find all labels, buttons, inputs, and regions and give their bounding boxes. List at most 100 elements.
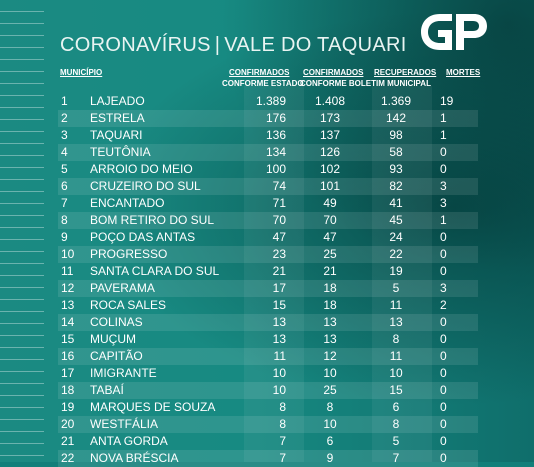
recuperados-cell: 8	[392, 332, 400, 346]
recuperados-cell: 10	[389, 366, 403, 380]
confirmados-estado-cell: 74	[272, 179, 286, 193]
rank-cell: 18	[61, 383, 75, 397]
mortes-cell: 0	[440, 230, 447, 244]
confirmados-estado-cell: 21	[272, 264, 286, 278]
confirmados-estado-cell: 47	[272, 230, 286, 244]
mortes-cell: 1	[440, 111, 447, 125]
municipio-cell: SANTA CLARA DO SUL	[90, 264, 220, 278]
rank-cell: 8	[61, 213, 68, 227]
confirmados-estado-cell: 15	[272, 298, 286, 312]
confirmados-boletim-cell: 10	[323, 366, 337, 380]
rank-cell: 14	[61, 315, 75, 329]
confirmados-boletim-cell: 12	[323, 349, 337, 363]
table-row: 11 SANTA CLARA DO SUL 21 21 19 0	[58, 263, 478, 280]
mortes-cell: 0	[440, 315, 447, 329]
header-mortes: MORTES	[446, 68, 481, 77]
mortes-cell: 0	[440, 247, 447, 261]
confirmados-boletim-cell: 10	[323, 417, 337, 431]
municipio-cell: PAVERAMA	[90, 281, 155, 295]
confirmados-boletim-cell: 18	[323, 281, 337, 295]
confirmados-estado-cell: 11	[273, 349, 286, 363]
confirmados-boletim-cell: 137	[319, 128, 341, 142]
confirmados-boletim-cell: 13	[323, 315, 337, 329]
rank-cell: 19	[61, 400, 75, 414]
municipio-cell: MUÇUM	[90, 332, 136, 346]
column-band-confirmados	[244, 86, 304, 462]
rank-cell: 15	[61, 332, 75, 346]
table-row: 22 NOVA BRÉSCIA 7 9 7 0	[58, 450, 478, 467]
confirmados-estado-cell: 23	[272, 247, 286, 261]
confirmados-estado-cell: 70	[272, 213, 286, 227]
mortes-cell: 0	[440, 417, 447, 431]
municipio-cell: ROCA SALES	[90, 298, 167, 312]
recuperados-cell: 5	[392, 434, 400, 448]
rank-cell: 10	[61, 247, 75, 261]
confirmados-estado-cell: 1.389	[255, 94, 286, 108]
header-confirmados-boletim: CONFIRMADOS	[303, 68, 364, 77]
municipio-cell: WESTFÁLIA	[90, 417, 159, 431]
header-confirmados: CONFIRMADOS	[229, 68, 290, 77]
rank-cell: 7	[61, 196, 68, 210]
table-row: 4 TEUTÔNIA 134 126 58 0	[58, 144, 478, 161]
table-row: 18 TABAÍ 10 25 15 0	[58, 382, 478, 399]
recuperados-cell: 24	[389, 230, 403, 244]
mortes-cell: 0	[440, 366, 447, 380]
recuperados-cell: 45	[389, 213, 403, 227]
confirmados-boletim-cell: 126	[319, 145, 341, 159]
municipio-cell: IMIGRANTE	[90, 366, 157, 380]
recuperados-cell: 82	[389, 179, 403, 193]
mortes-cell: 0	[440, 264, 447, 278]
table-row: 15 MUÇUM 13 13 8 0	[58, 331, 478, 348]
table-row: 8 BOM RETIRO DO SUL 70 70 45 1	[58, 212, 478, 229]
confirmados-estado-cell: 8	[279, 417, 286, 431]
recuperados-cell: 15	[389, 383, 403, 397]
confirmados-estado-cell: 10	[272, 383, 286, 397]
confirmados-boletim-cell: 47	[323, 230, 337, 244]
table-row: 6 CRUZEIRO DO SUL 74 101 82 3	[58, 178, 478, 195]
rank-cell: 22	[61, 451, 75, 465]
recuperados-cell: 5	[392, 281, 400, 295]
confirmados-estado-cell: 13	[272, 315, 286, 329]
rank-cell: 16	[61, 349, 75, 363]
table-row: 9 POÇO DAS ANTAS 47 47 24 0	[58, 229, 478, 246]
table-row: 5 ARROIO DO MEIO 100 102 93 0	[58, 161, 478, 178]
recuperados-cell: 93	[389, 162, 403, 176]
municipio-cell: BOM RETIRO DO SUL	[90, 213, 215, 227]
recuperados-cell: 8	[392, 417, 400, 431]
mortes-cell: 3	[440, 196, 447, 210]
confirmados-boletim-cell: 101	[319, 179, 341, 193]
municipio-cell: TEUTÔNIA	[90, 145, 151, 159]
recuperados-cell: 98	[389, 128, 403, 142]
column-band-recuperados	[372, 86, 432, 462]
municipio-cell: ARROIO DO MEIO	[90, 162, 193, 176]
mortes-cell: 0	[440, 349, 447, 363]
rank-cell: 5	[61, 162, 68, 176]
table-row: 13 ROCA SALES 15 18 11 2	[58, 297, 478, 314]
recuperados-cell: 11	[389, 349, 403, 363]
confirmados-boletim-cell: 8	[326, 400, 334, 414]
table-row: 3 TAQUARI 136 137 98 1	[58, 127, 478, 144]
decorative-stripes	[0, 0, 44, 462]
confirmados-boletim-cell: 9	[326, 451, 334, 465]
header-recuperados: RECUPERADOS	[374, 68, 437, 77]
confirmados-boletim-cell: 1.408	[314, 94, 346, 108]
table-row: 10 PROGRESSO 23 25 22 0	[58, 246, 478, 263]
municipio-cell: ENCANTADO	[90, 196, 165, 210]
confirmados-boletim-cell: 25	[323, 383, 337, 397]
rank-cell: 17	[61, 366, 75, 380]
confirmados-estado-cell: 71	[272, 196, 286, 210]
title-part2: VALE DO TAQUARI	[224, 34, 407, 56]
mortes-cell: 0	[440, 332, 447, 346]
table-row: 7 ENCANTADO 71 49 41 3	[58, 195, 478, 212]
table-row: 12 PAVERAMA 17 18 5 3	[58, 280, 478, 297]
mortes-cell: 1	[440, 128, 447, 142]
recuperados-cell: 6	[392, 400, 400, 414]
confirmados-boletim-cell: 173	[319, 111, 341, 125]
header-conforme-estado: CONFORME ESTADO	[222, 79, 304, 88]
municipio-cell: LAJEADO	[90, 94, 145, 108]
municipio-cell: ESTRELA	[90, 111, 145, 125]
confirmados-boletim-cell: 6	[326, 434, 334, 448]
rank-cell: 11	[61, 264, 74, 278]
municipio-cell: POÇO DAS ANTAS	[90, 230, 196, 244]
